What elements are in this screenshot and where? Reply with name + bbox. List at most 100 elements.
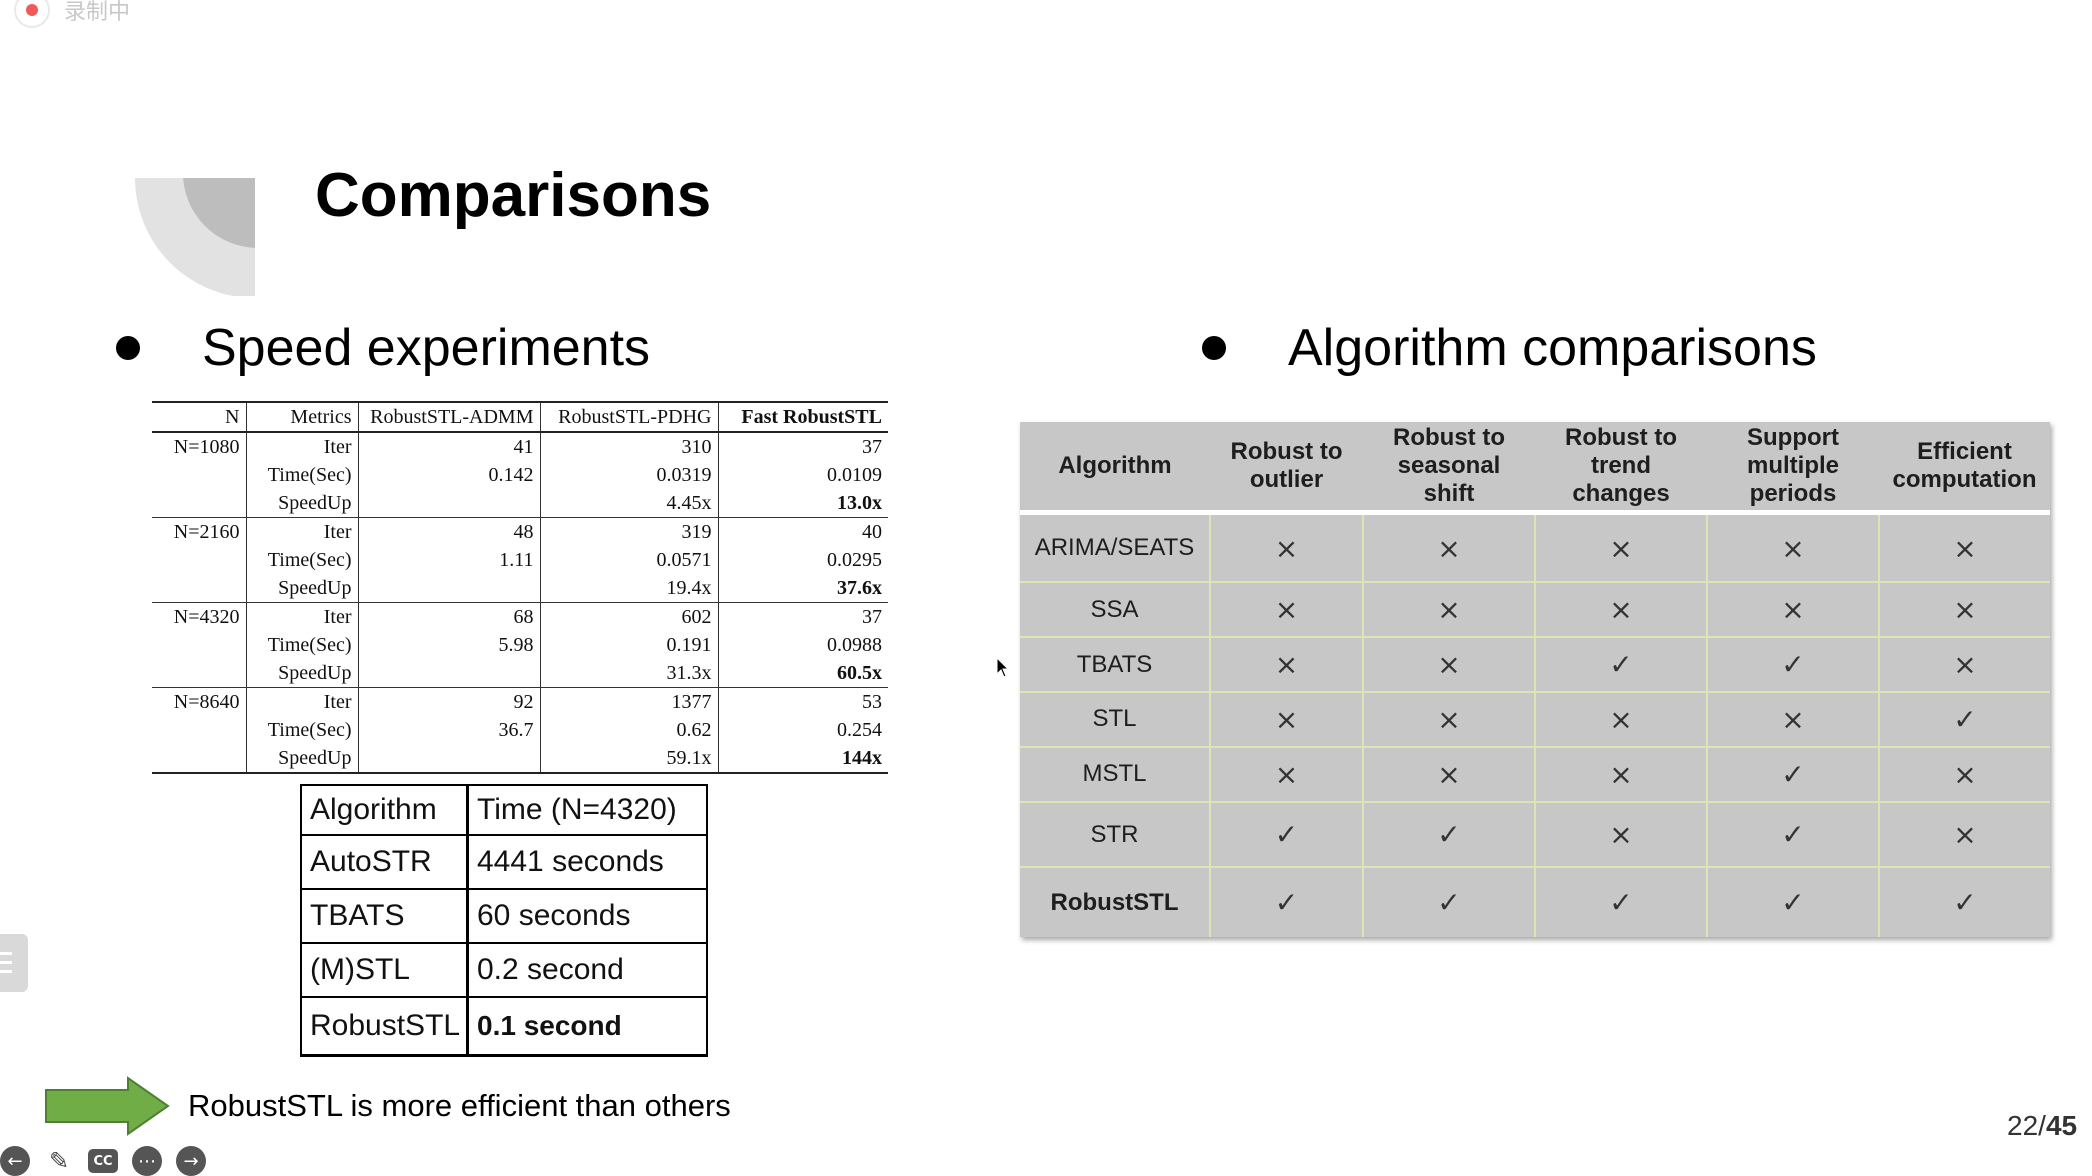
check-icon: ✓ xyxy=(1953,886,1977,920)
comparison-cell: × xyxy=(1707,512,1880,584)
admm-value xyxy=(357,489,540,518)
cross-icon: × xyxy=(1437,757,1461,791)
pdhg-value: 1377 xyxy=(539,687,718,716)
page-number: 22/45 xyxy=(2007,1110,2078,1141)
pdhg-value: 0.191 xyxy=(539,631,718,659)
speed-table-header: N Metrics RobustSTL-ADMM RobustSTL-PDHG … xyxy=(152,402,888,432)
more-icon[interactable]: ⋯ xyxy=(132,1146,162,1176)
fast-value: 37.6x xyxy=(717,574,888,603)
side-menu-tab[interactable] xyxy=(0,934,28,992)
time-value: 0.1 second xyxy=(466,996,708,1057)
slide-title: Comparisons xyxy=(315,161,712,230)
pdhg-value: 0.62 xyxy=(539,716,718,744)
time-value: 0.2 second xyxy=(466,942,708,998)
back-icon[interactable]: ← xyxy=(0,1146,30,1176)
comparison-cell: ✓ xyxy=(1707,746,1880,803)
table-row: SpeedUp 31.3x 60.5x xyxy=(152,659,888,688)
comparison-cell: × xyxy=(1363,582,1536,639)
forward-icon[interactable]: → xyxy=(176,1146,206,1176)
time-value: 4441 seconds xyxy=(466,834,708,890)
fast-value: 0.0295 xyxy=(717,546,888,574)
group-4320: N=4320 Iter 68 602 37 Time(Sec) 5.98 0.1… xyxy=(152,602,888,688)
header-efficient: Efficient computation xyxy=(1879,422,2050,515)
table-row: SpeedUp 19.4x 37.6x xyxy=(152,574,888,603)
mouse-cursor-icon xyxy=(996,657,1010,678)
metric: Time(Sec) xyxy=(245,631,358,659)
algorithm-name: MSTL xyxy=(1020,746,1211,803)
heading-text: Speed experiments xyxy=(202,319,651,377)
admm-value: 0.142 xyxy=(357,461,540,489)
cross-icon: × xyxy=(1274,757,1299,791)
header-algorithm: Algorithm xyxy=(1020,422,1210,515)
header-outlier: Robust to outlier xyxy=(1210,422,1363,515)
captions-icon[interactable]: CC xyxy=(88,1149,118,1173)
cross-icon: × xyxy=(1953,757,1977,791)
algorithm-name: TBATS xyxy=(1020,637,1211,693)
fast-value: 37 xyxy=(717,432,888,461)
algorithm-comparison-table: Algorithm Robust to outlier Robust to se… xyxy=(1020,422,2050,937)
time-table: Algorithm Time (N=4320) AutoSTR 4441 sec… xyxy=(300,784,708,1057)
comparison-cell: × xyxy=(1535,801,1708,869)
table-row: Time(Sec) 1.11 0.0571 0.0295 xyxy=(152,546,888,574)
comparison-cell: ✓ xyxy=(1210,867,1364,937)
comparison-cell: × xyxy=(1707,692,1880,748)
admm-value xyxy=(357,659,540,688)
header-fast: Fast RobustSTL xyxy=(717,402,888,432)
comparison-cell: ✓ xyxy=(1707,637,1880,693)
fast-value: 0.0988 xyxy=(717,631,888,659)
comparison-cell: × xyxy=(1707,582,1880,639)
table-row: N=2160 Iter 48 319 40 xyxy=(152,517,888,546)
comparison-cell: ✓ xyxy=(1879,692,2050,748)
cross-icon: × xyxy=(1781,593,1805,627)
comparison-cell: × xyxy=(1363,512,1536,584)
admm-value: 36.7 xyxy=(357,716,540,744)
algorithm-name: (M)STL xyxy=(300,942,469,998)
metric: SpeedUp xyxy=(245,744,358,773)
algorithm-comparisons-heading: Algorithm comparisons xyxy=(1202,318,1817,378)
algorithm-name: RobustSTL xyxy=(300,996,469,1057)
fast-value: 0.0109 xyxy=(717,461,888,489)
check-icon: ✓ xyxy=(1609,886,1633,920)
metric: Iter xyxy=(245,517,358,546)
table-row: RobustSTL 0.1 second xyxy=(300,996,708,1057)
record-icon xyxy=(14,0,50,28)
cross-icon: × xyxy=(1953,531,1977,565)
admm-value: 92 xyxy=(357,687,540,716)
comparison-cell: × xyxy=(1879,582,2050,639)
metric: Iter xyxy=(245,687,358,716)
header-algorithm: Algorithm xyxy=(300,784,469,836)
pen-icon[interactable]: ✎ xyxy=(48,1147,70,1175)
conclusion-text: RobustSTL is more efficient than others xyxy=(188,1088,731,1123)
table-row: SpeedUp 59.1x 144x xyxy=(152,744,888,773)
comparison-cell: × xyxy=(1535,582,1708,639)
comparison-cell: × xyxy=(1210,582,1364,639)
table-row: ARIMA/SEATS × × × × × xyxy=(1020,512,2050,584)
group-1080: N=1080 Iter 41 310 37 Time(Sec) 0.142 0.… xyxy=(152,432,888,518)
comparison-cell: × xyxy=(1210,746,1364,803)
check-icon: ✓ xyxy=(1781,757,1805,791)
cross-icon: × xyxy=(1437,593,1461,627)
metric: SpeedUp xyxy=(245,489,358,518)
cross-icon: × xyxy=(1953,648,1977,682)
fast-value: 144x xyxy=(717,744,888,773)
cross-icon: × xyxy=(1609,702,1633,736)
algorithm-name: STL xyxy=(1020,692,1211,748)
fast-value: 37 xyxy=(717,602,888,631)
algorithm-name: STR xyxy=(1020,801,1211,869)
cross-icon: × xyxy=(1274,593,1299,627)
header-metrics: Metrics xyxy=(245,402,358,432)
algorithm-name: TBATS xyxy=(300,888,469,944)
comparison-cell: × xyxy=(1879,512,2050,584)
cross-icon: × xyxy=(1953,593,1977,627)
page-current: 22 xyxy=(2007,1110,2039,1141)
table-row: Time(Sec) 36.7 0.62 0.254 xyxy=(152,716,888,744)
comparison-cell: ✓ xyxy=(1363,801,1536,869)
cross-icon: × xyxy=(1781,702,1805,736)
comparison-cell: × xyxy=(1879,746,2050,803)
cross-icon: × xyxy=(1437,531,1461,565)
pdhg-value: 0.0319 xyxy=(539,461,718,489)
bullet-icon xyxy=(116,336,140,360)
header-n: N xyxy=(225,406,240,428)
table-row: MSTL × × × ✓ × xyxy=(1020,746,2050,803)
table-row: Time(Sec) 5.98 0.191 0.0988 xyxy=(152,631,888,659)
